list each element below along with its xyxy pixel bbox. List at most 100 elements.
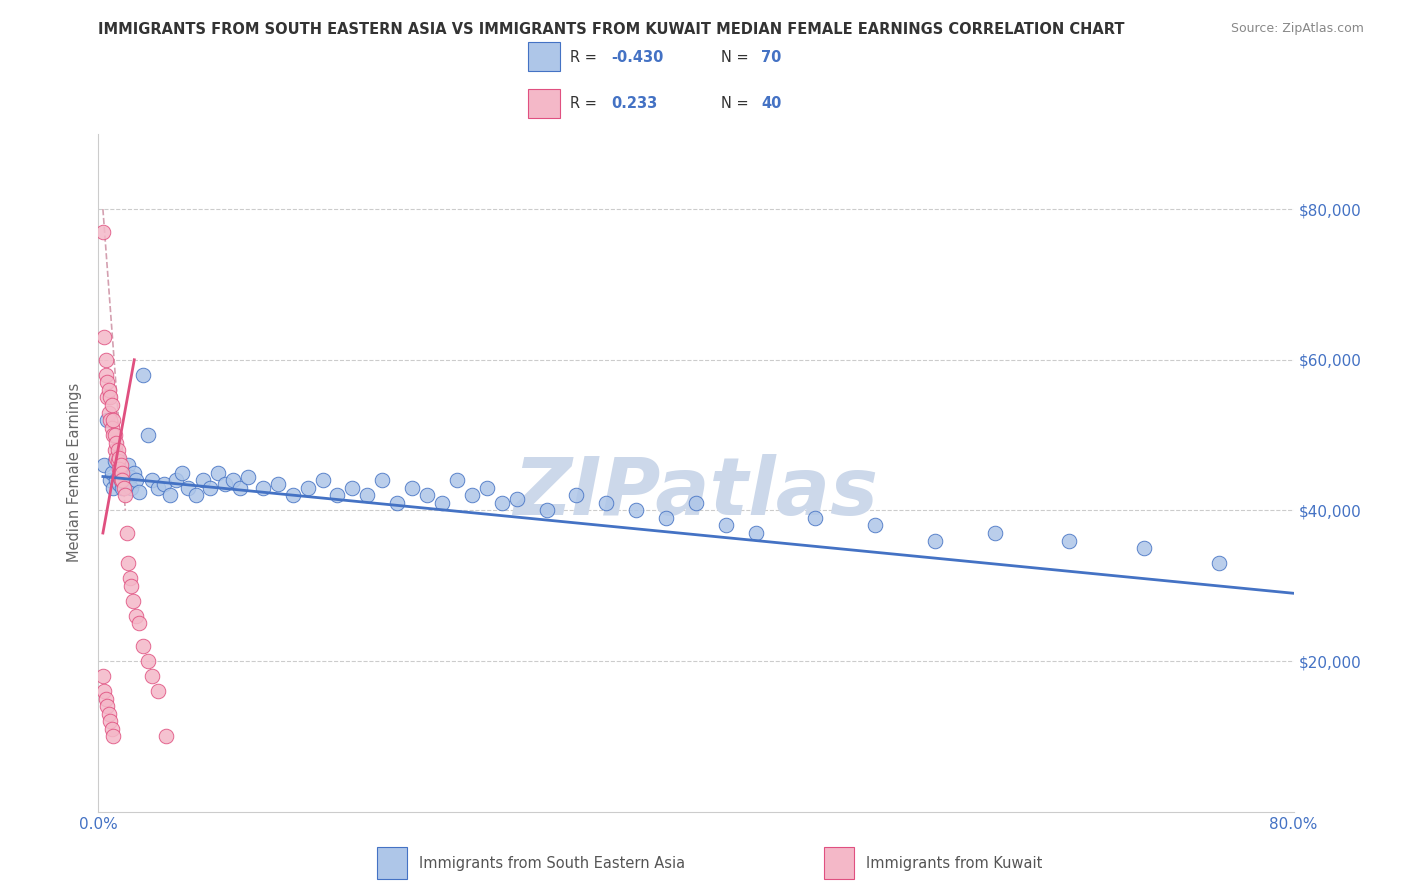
Point <box>104 443 127 458</box>
Point <box>132 639 155 653</box>
Point <box>93 330 115 344</box>
Point <box>153 477 176 491</box>
Point <box>107 450 129 465</box>
Point <box>865 518 887 533</box>
Point <box>128 484 150 499</box>
Text: R =: R = <box>569 50 596 64</box>
Point <box>97 706 120 721</box>
Point <box>101 722 124 736</box>
Point <box>96 413 118 427</box>
Point <box>110 458 132 473</box>
Point <box>118 571 141 585</box>
Point <box>125 473 148 487</box>
Point <box>94 368 117 382</box>
Point <box>141 669 163 683</box>
Point <box>107 454 129 468</box>
Point <box>326 488 349 502</box>
Point <box>416 488 439 502</box>
Point <box>267 477 290 491</box>
Text: Immigrants from Kuwait: Immigrants from Kuwait <box>866 855 1043 871</box>
Point <box>401 481 423 495</box>
Point <box>120 579 142 593</box>
Point <box>191 473 214 487</box>
Point <box>222 473 245 487</box>
Point <box>446 473 468 487</box>
Point <box>112 481 135 495</box>
Point <box>110 473 132 487</box>
Point <box>108 462 131 476</box>
FancyBboxPatch shape <box>527 43 561 71</box>
Text: 40: 40 <box>762 96 782 112</box>
Point <box>1059 533 1081 548</box>
Point <box>461 488 484 502</box>
Point <box>108 477 131 491</box>
Text: IMMIGRANTS FROM SOUTH EASTERN ASIA VS IMMIGRANTS FROM KUWAIT MEDIAN FEMALE EARNI: IMMIGRANTS FROM SOUTH EASTERN ASIA VS IM… <box>98 22 1125 37</box>
Point <box>506 492 529 507</box>
Point <box>385 496 409 510</box>
Point <box>229 481 252 495</box>
Point <box>148 481 170 495</box>
Point <box>105 435 128 450</box>
Point <box>117 556 139 570</box>
Point <box>924 533 946 548</box>
Point <box>685 496 707 510</box>
Point <box>124 466 146 480</box>
Point <box>1133 541 1156 555</box>
FancyBboxPatch shape <box>527 89 561 119</box>
Text: N =: N = <box>721 96 749 112</box>
Point <box>103 730 125 744</box>
Point <box>236 469 259 483</box>
Point <box>96 376 118 390</box>
Point <box>475 481 498 495</box>
Point <box>112 466 135 480</box>
Point <box>626 503 648 517</box>
Point <box>103 428 125 442</box>
Point <box>121 594 143 608</box>
Point <box>136 428 159 442</box>
Point <box>655 511 678 525</box>
Point <box>148 684 170 698</box>
Point <box>177 481 200 495</box>
FancyBboxPatch shape <box>377 847 406 880</box>
Point <box>117 458 139 473</box>
Point <box>136 654 159 668</box>
Point <box>172 466 194 480</box>
Text: Source: ZipAtlas.com: Source: ZipAtlas.com <box>1230 22 1364 36</box>
Y-axis label: Median Female Earnings: Median Female Earnings <box>67 384 83 562</box>
Point <box>491 496 513 510</box>
Point <box>565 488 588 502</box>
Point <box>100 714 122 729</box>
Point <box>105 450 128 465</box>
Point <box>101 466 124 480</box>
Point <box>96 391 118 405</box>
Point <box>311 473 333 487</box>
Text: Immigrants from South Eastern Asia: Immigrants from South Eastern Asia <box>419 855 685 871</box>
Point <box>1208 556 1230 570</box>
Point <box>184 488 207 502</box>
Point <box>141 473 163 487</box>
Point <box>745 526 768 541</box>
Point <box>111 466 134 480</box>
Point <box>107 443 129 458</box>
Point <box>100 413 122 427</box>
Text: 70: 70 <box>762 50 782 64</box>
Point <box>96 699 118 714</box>
Point <box>297 481 319 495</box>
Point <box>200 481 222 495</box>
Point <box>93 458 115 473</box>
Point <box>252 481 274 495</box>
Point <box>100 391 122 405</box>
Point <box>101 420 124 434</box>
Point <box>93 684 115 698</box>
Point <box>207 466 229 480</box>
Point <box>132 368 155 382</box>
Point <box>118 469 141 483</box>
Point <box>165 473 187 487</box>
Point <box>115 477 138 491</box>
Point <box>125 608 148 623</box>
Point <box>94 352 117 367</box>
Point <box>159 488 181 502</box>
Point <box>342 481 364 495</box>
Point <box>714 518 737 533</box>
Text: ZIPatlas: ZIPatlas <box>513 454 879 533</box>
